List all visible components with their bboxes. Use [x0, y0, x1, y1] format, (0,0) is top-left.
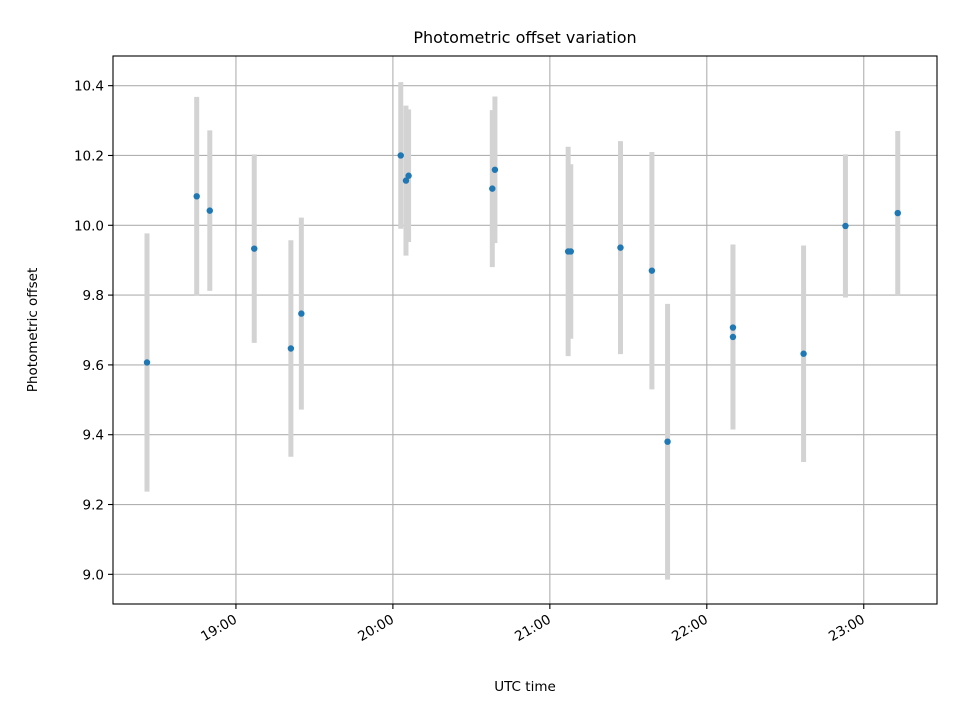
- y-tick-label: 9.8: [83, 288, 104, 304]
- grid: [113, 56, 937, 604]
- y-tick-label: 10.0: [74, 218, 104, 234]
- data-point: [648, 267, 656, 274]
- x-tick-label: 22:00: [669, 612, 711, 645]
- data-point: [729, 324, 737, 331]
- data-point: [489, 185, 496, 192]
- data-point: [402, 177, 410, 184]
- data-point: [206, 207, 213, 214]
- chart-title: Photometric offset variation: [413, 28, 636, 47]
- data-point: [800, 350, 807, 357]
- x-tick-label: 20:00: [355, 612, 397, 645]
- data-point: [397, 152, 404, 159]
- data-point: [405, 172, 412, 179]
- data-point: [251, 245, 258, 252]
- y-tick-label: 10.4: [74, 79, 104, 95]
- y-axis-label: Photometric offset: [25, 268, 41, 392]
- data-point: [617, 244, 624, 251]
- y-tick-label: 9.4: [83, 428, 104, 444]
- data-point: [143, 359, 151, 366]
- x-tick-label: 19:00: [198, 612, 240, 645]
- data-point: [894, 209, 901, 217]
- x-axis: 19:00 20:00 21:00 22:00 23:00: [198, 604, 868, 645]
- y-tick-label: 9.6: [83, 358, 104, 374]
- plot-frame: [112, 55, 938, 605]
- data-points: [143, 152, 901, 445]
- data-point: [842, 222, 849, 230]
- data-point: [729, 333, 737, 341]
- y-tick-label: 9.0: [83, 567, 104, 583]
- x-axis-label: UTC time: [494, 679, 556, 695]
- y-tick-label: 10.2: [74, 148, 104, 164]
- data-point: [491, 166, 499, 173]
- x-tick-label: 23:00: [826, 612, 868, 645]
- y-tick-label: 9.2: [83, 498, 104, 514]
- data-point: [567, 248, 574, 255]
- data-point: [193, 193, 200, 200]
- data-point: [664, 438, 671, 445]
- data-point: [287, 345, 295, 352]
- data-point: [298, 310, 305, 317]
- y-axis: 9.0 9.2 9.4 9.6 9.8 10.0 10.2 10.4: [74, 79, 113, 583]
- x-tick-label: 21:00: [512, 612, 554, 645]
